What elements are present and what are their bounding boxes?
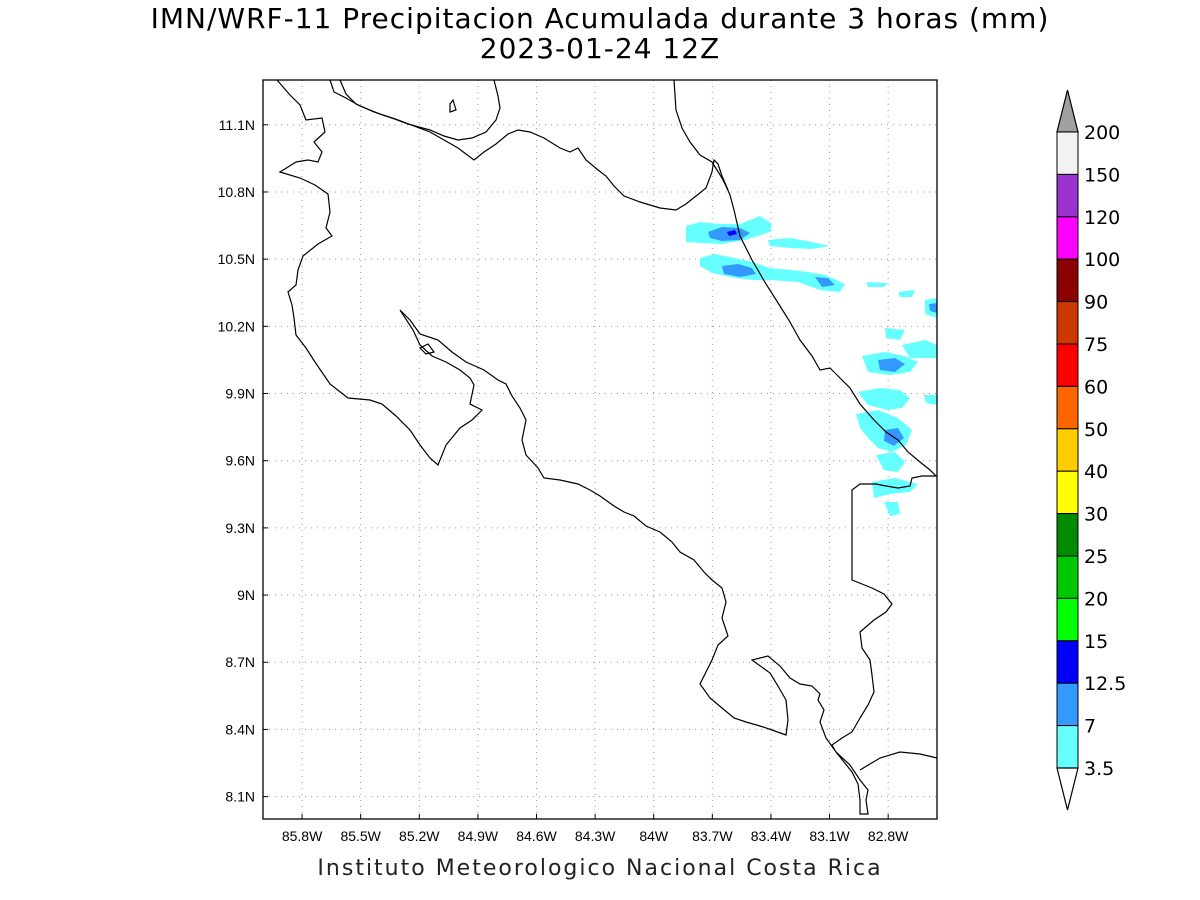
colorbar-top-arrow — [1056, 89, 1079, 133]
colorbar-swatch — [1056, 470, 1079, 515]
nicaragua-border — [329, 79, 729, 211]
colorbar-swatch — [1056, 682, 1079, 727]
longitude-tick-label: 84.6W — [516, 828, 557, 844]
colorbar-label: 75 — [1084, 334, 1108, 356]
map-title: IMN/WRF-11 Precipitacion Acumulada duran… — [150, 2, 1050, 35]
graticule — [263, 80, 937, 819]
latitude-tick-label: 9.9N — [225, 386, 255, 402]
coastline — [276, 79, 938, 815]
colorbar-label: 90 — [1084, 292, 1108, 314]
latitude-tick-label: 9N — [237, 587, 255, 603]
precip-area-3-5mm — [924, 395, 937, 405]
pacific-coastline — [276, 79, 938, 815]
colorbar-swatch — [1056, 725, 1079, 769]
lake-nicaragua-shore — [339, 79, 501, 141]
colorbar-swatch — [1056, 216, 1079, 260]
latitude-axis: 11.1N 10.8N 10.5N 10.2N 9.9N 9.6N 9.3N 9N 8.7N 8.… — [218, 117, 268, 805]
precip-area-3-5mm — [768, 238, 830, 249]
precip-area-7mm — [815, 277, 835, 287]
longitude-tick-label: 82.8W — [868, 828, 909, 844]
longitude-tick-label: 84.3W — [575, 828, 616, 844]
precip-area-3-5mm — [884, 502, 900, 516]
colorbar-label: 3.5 — [1084, 758, 1114, 780]
precip-area-12-5mm — [727, 230, 737, 236]
colorbar-swatch — [1056, 301, 1079, 345]
precip-area-3-5mm — [898, 290, 915, 297]
latitude-tick-label: 9.6N — [225, 453, 255, 469]
latitude-tick-label: 10.5N — [218, 251, 255, 267]
colorbar-swatch — [1056, 555, 1079, 599]
nicoya-islet — [418, 343, 436, 355]
longitude-tick-label: 85.5W — [340, 828, 381, 844]
colorbar-label: 40 — [1084, 461, 1108, 483]
longitude-tick-label: 83.1W — [809, 828, 850, 844]
lake-island — [449, 98, 457, 113]
colorbar-swatch — [1056, 385, 1079, 430]
precip-area-7mm — [878, 358, 905, 372]
colorbar-swatch — [1056, 513, 1079, 557]
longitude-axis: 85.8W 85.5W 85.2W 84.9W 84.6W 84.3W 84W 83.7W 83… — [282, 814, 909, 844]
colorbar-label: 60 — [1084, 376, 1108, 398]
longitude-tick-label: 85.8W — [282, 828, 323, 844]
precipitation-field — [686, 216, 937, 516]
colorbar-label: 30 — [1084, 504, 1108, 526]
colorbar-label: 100 — [1084, 249, 1120, 271]
colorbar-swatch — [1056, 343, 1079, 387]
colorbar-swatch — [1056, 597, 1079, 642]
colorbar-label: 200 — [1084, 122, 1120, 144]
colorbar-swatch — [1056, 131, 1079, 175]
latitude-tick-label: 8.7N — [225, 654, 255, 670]
latitude-tick-label: 10.8N — [218, 184, 255, 200]
colorbar-label: 120 — [1084, 207, 1120, 229]
longitude-tick-label: 85.2W — [399, 828, 440, 844]
precip-area-7mm — [722, 264, 756, 277]
latitude-tick-label: 9.3N — [225, 520, 255, 536]
longitude-tick-label: 83.7W — [692, 828, 733, 844]
precip-area-3-5mm — [885, 328, 905, 340]
colorbar-label: 15 — [1084, 631, 1108, 653]
colorbar-swatch — [1056, 428, 1079, 472]
colorbar-swatch — [1056, 640, 1079, 684]
map-datetime: 2023-01-24 12Z — [479, 32, 721, 65]
colorbar-label: 20 — [1084, 588, 1108, 610]
panama-border-east — [859, 751, 938, 771]
longitude-tick-label: 83.4W — [751, 828, 792, 844]
map-frame — [262, 79, 938, 820]
precipitation-colorbar: 200 150 120 100 90 75 60 50 40 30 25 20 15 12.5 7 3.5 — [1056, 89, 1126, 811]
precip-area-3-5mm — [902, 340, 937, 358]
longitude-tick-label: 84W — [639, 828, 669, 844]
colorbar-label: 50 — [1084, 419, 1108, 441]
colorbar-swatch — [1056, 258, 1079, 303]
institution-credit: Instituto Meteorologico Nacional Costa R… — [317, 856, 883, 881]
latitude-tick-label: 8.1N — [225, 789, 255, 805]
colorbar-label: 7 — [1084, 716, 1096, 738]
colorbar-label: 12.5 — [1084, 673, 1126, 695]
precip-area-3-5mm — [700, 254, 845, 292]
latitude-tick-label: 8.4N — [225, 721, 255, 737]
colorbar-label: 25 — [1084, 546, 1108, 568]
colorbar-label: 150 — [1084, 164, 1120, 186]
precip-area-3-5mm — [866, 282, 888, 287]
precip-area-3-5mm — [858, 388, 910, 410]
precip-area-3-5mm — [856, 410, 912, 452]
colorbar-bottom-arrow — [1056, 767, 1079, 811]
longitude-tick-label: 84.9W — [458, 828, 499, 844]
latitude-tick-label: 10.2N — [218, 318, 255, 334]
colorbar-swatch — [1056, 173, 1079, 218]
latitude-tick-label: 11.1N — [219, 117, 255, 133]
precip-area-3-5mm — [876, 452, 905, 472]
precip-area-7mm — [929, 303, 937, 313]
